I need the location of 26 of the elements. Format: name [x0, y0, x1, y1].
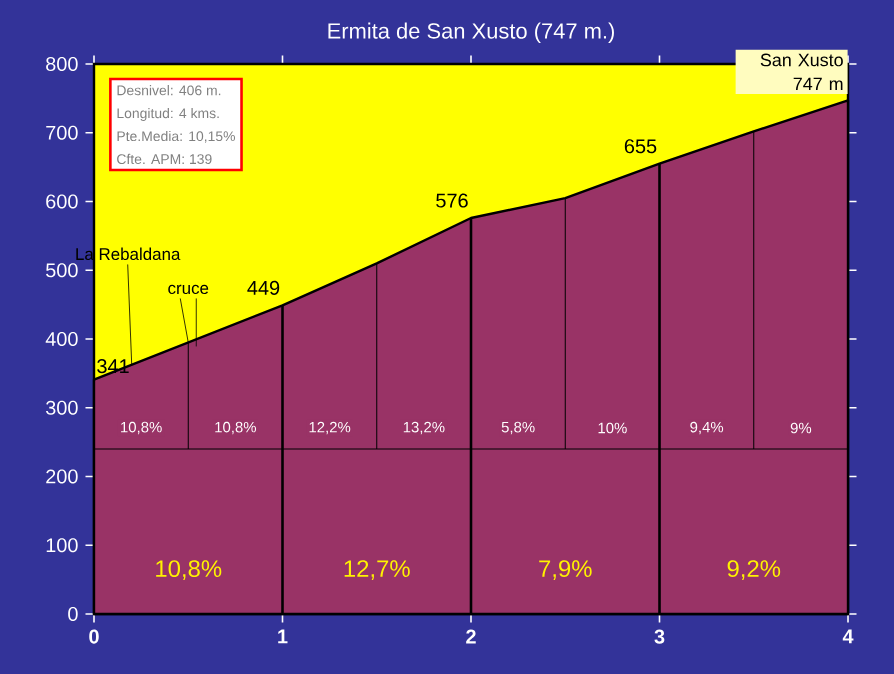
y-tick-label: 300: [45, 400, 78, 415]
y-tick-label: 400: [45, 331, 78, 347]
annotation: San Xusto 747 m: [760, 53, 843, 91]
annotation: cruce: [168, 284, 209, 295]
y-tick-label: 500: [46, 263, 78, 278]
y-tick-label: 800: [46, 56, 78, 72]
x-tick-label: 4: [842, 629, 854, 644]
y-tick-label: 200: [46, 469, 78, 484]
annotation: La Rebaldana: [76, 247, 181, 261]
data-label: 341: [97, 359, 129, 374]
y-tick-label: 700: [46, 125, 78, 140]
x-tick-label: 0: [89, 629, 99, 644]
data-label: 449: [247, 280, 280, 295]
y-tick-label: 600: [46, 194, 78, 209]
data-label: 655: [624, 139, 657, 154]
annotation: 7,9%: [539, 560, 592, 580]
annotation: 12,7%: [344, 560, 410, 580]
chart-title: Ermita de San Xusto (747 m.): [328, 22, 614, 43]
x-tick-label: 3: [654, 629, 665, 644]
x-tick-label: 1: [278, 629, 288, 644]
annotation: 10,8%: [156, 560, 222, 580]
y-tick-label: 100: [46, 538, 78, 553]
annotation: 9,2%: [727, 560, 781, 580]
data-label: 576: [436, 193, 468, 208]
x-tick-label: 2: [466, 629, 476, 644]
y-tick-label: 0: [68, 606, 78, 622]
